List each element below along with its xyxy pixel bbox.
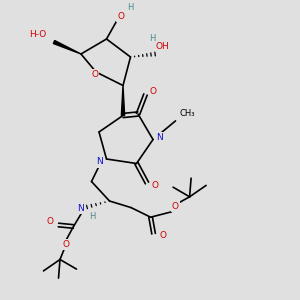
Text: O: O (91, 70, 98, 79)
Text: O: O (46, 218, 54, 226)
Text: N: N (156, 133, 163, 142)
Text: H: H (149, 34, 156, 43)
Text: H-O: H-O (29, 30, 46, 39)
Text: H: H (127, 3, 134, 12)
Text: O: O (159, 231, 166, 240)
Text: N: N (77, 204, 84, 213)
Text: O: O (152, 182, 159, 190)
Text: H: H (89, 212, 96, 221)
Text: CH₃: CH₃ (179, 110, 195, 118)
Text: O: O (62, 240, 70, 249)
Text: OH: OH (156, 42, 170, 51)
Polygon shape (121, 85, 124, 116)
Text: O: O (117, 12, 124, 21)
Polygon shape (53, 40, 81, 54)
Text: O: O (149, 87, 157, 96)
Text: N: N (97, 158, 103, 166)
Text: O: O (172, 202, 179, 211)
